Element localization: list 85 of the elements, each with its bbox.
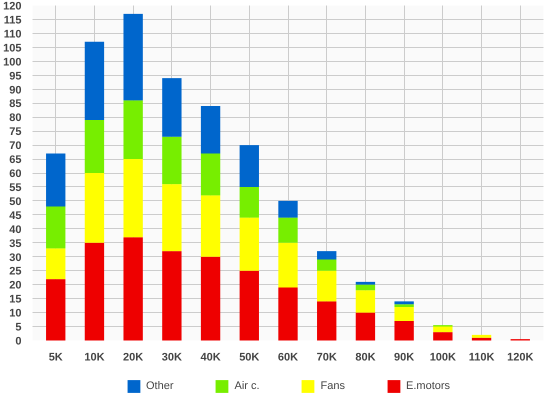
y-tick-label: 30	[9, 252, 22, 264]
y-tick-label: 60	[9, 168, 22, 180]
bar	[162, 251, 182, 340]
y-tick-label: 20	[9, 280, 22, 292]
y-tick-label: 95	[9, 70, 22, 82]
x-tick-label: 5K	[48, 352, 63, 364]
bar	[394, 304, 414, 307]
bar	[394, 307, 414, 321]
bar	[356, 312, 376, 340]
x-tick-label: 70K	[316, 352, 337, 364]
bar	[278, 287, 298, 340]
x-tick-label: 30K	[162, 352, 182, 364]
bar	[200, 256, 220, 340]
bar	[123, 14, 143, 100]
bar	[356, 282, 376, 285]
x-tick-label: 90K	[394, 352, 414, 364]
bar	[356, 284, 376, 290]
bar	[123, 100, 143, 160]
bar	[278, 242, 298, 288]
bar	[162, 184, 182, 252]
bar	[46, 248, 66, 280]
bar	[278, 218, 298, 243]
y-tick-label: 40	[9, 224, 22, 236]
x-tick-label: 120K	[507, 352, 534, 364]
bar	[394, 320, 414, 340]
bar	[240, 270, 259, 340]
bar	[433, 332, 453, 340]
bar	[200, 106, 220, 154]
y-tick-label: 65	[9, 154, 22, 166]
bar	[317, 301, 336, 340]
y-tick-label: 105	[3, 42, 22, 54]
y-tick-label: 110	[4, 28, 22, 40]
x-tick-label: 110K	[468, 352, 494, 364]
bar	[356, 290, 376, 313]
y-tick-label: 50	[9, 196, 22, 208]
bar	[240, 186, 259, 218]
bar	[84, 120, 104, 173]
y-tick-label: 10	[9, 308, 22, 320]
bar	[46, 206, 66, 248]
bar	[46, 153, 66, 206]
bar	[46, 279, 66, 340]
y-tick-label: 45	[9, 210, 22, 222]
bar	[84, 42, 104, 120]
y-tick-label: 5	[15, 322, 22, 334]
bar	[200, 195, 220, 257]
bar	[240, 145, 259, 187]
bar	[317, 251, 336, 260]
x-tick-label: 40K	[200, 352, 221, 364]
bar	[278, 200, 298, 218]
y-tick-label: 70	[9, 140, 22, 152]
y-tick-label: 75	[9, 126, 22, 138]
y-tick-label: 15	[9, 294, 22, 306]
legend-label: E.motors	[406, 380, 450, 392]
legend-label: Fans	[320, 380, 346, 392]
y-tick-label: 120	[3, 0, 22, 12]
y-tick-label: 85	[9, 98, 22, 110]
y-tick-label: 35	[9, 238, 22, 250]
x-tick-label: 20K	[123, 352, 144, 364]
bar	[317, 260, 336, 271]
bar	[123, 237, 143, 340]
y-tick-label: 115	[4, 14, 22, 26]
bar	[84, 173, 104, 243]
x-tick-label: 50K	[239, 352, 260, 364]
y-tick-label: 0	[15, 336, 22, 348]
x-tick-label: 60K	[278, 352, 298, 364]
legend-label: Air c.	[234, 380, 260, 392]
bar	[240, 218, 259, 271]
y-tick-label: 100	[3, 56, 22, 68]
bar	[200, 153, 220, 196]
y-tick-label: 80	[9, 112, 22, 124]
y-tick-label: 90	[9, 84, 22, 96]
bar	[394, 301, 414, 304]
y-tick-label: 55	[9, 182, 22, 194]
x-tick-label: 10K	[84, 352, 105, 364]
x-tick-label: 100K	[430, 352, 456, 364]
y-tick-label: 25	[9, 266, 22, 278]
bar	[433, 326, 453, 332]
bar	[317, 270, 336, 302]
bar	[162, 78, 182, 137]
bar	[84, 242, 104, 340]
legend-label: Other	[146, 380, 174, 392]
bar	[123, 159, 143, 238]
bar	[162, 136, 182, 184]
bar	[472, 338, 492, 340]
x-tick-label: 80K	[355, 352, 376, 364]
